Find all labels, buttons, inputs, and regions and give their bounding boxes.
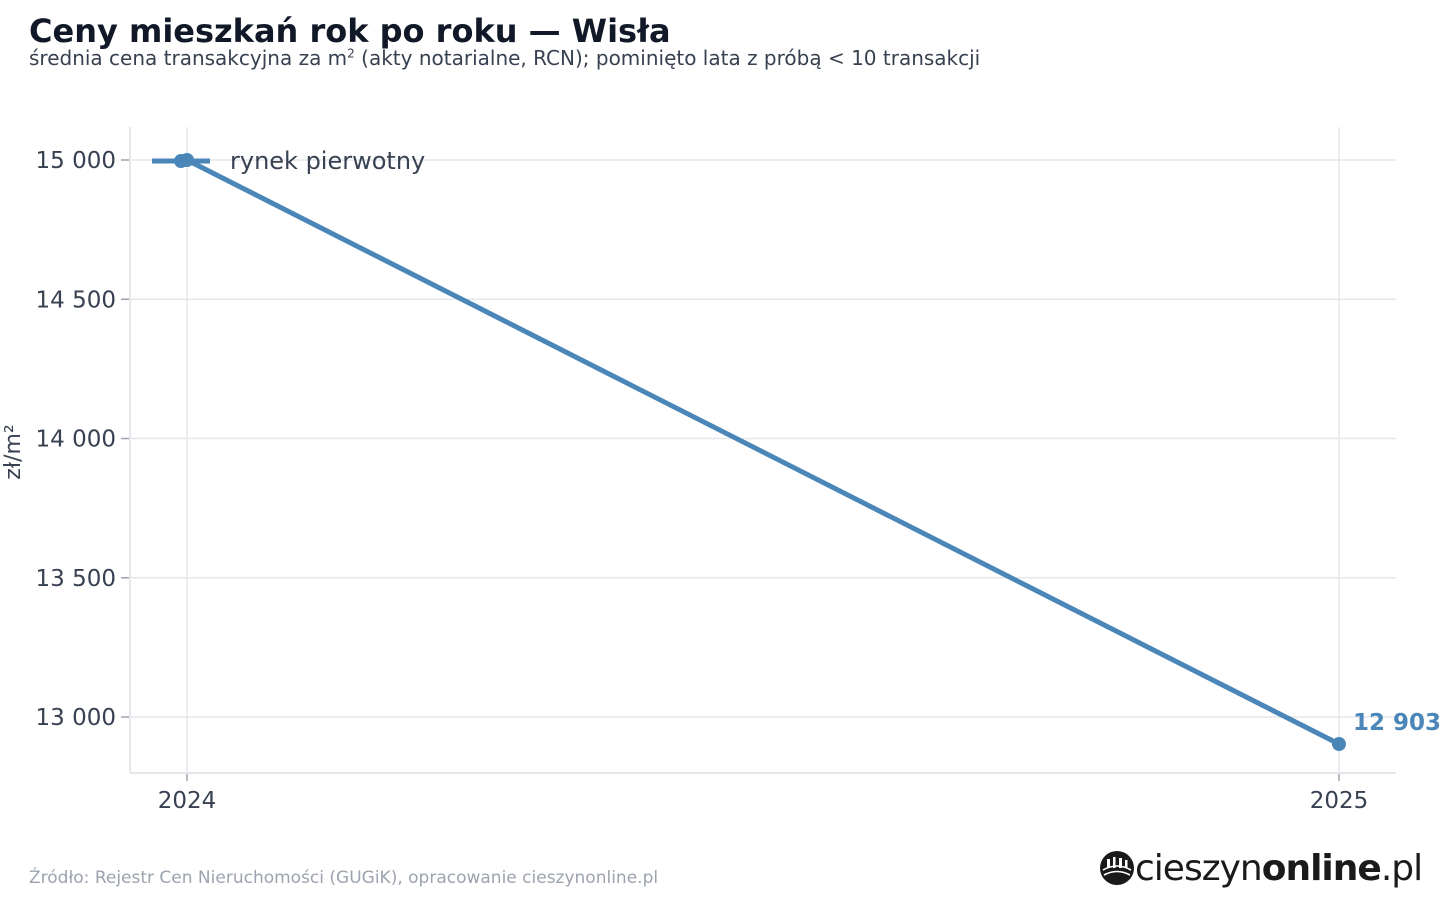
legend-label: rynek pierwotny: [230, 147, 425, 175]
end-value-label: 12 903: [1353, 710, 1440, 736]
subtitle-text: średnia cena transakcyjna za m: [29, 46, 348, 70]
source-note: Źródło: Rejestr Cen Nieruchomości (GUGiK…: [29, 868, 659, 888]
series-line: [184, 157, 1342, 747]
logo-name: cieszyn: [1135, 847, 1263, 889]
y-tick-label: 15 000: [36, 148, 116, 174]
site-logo[interactable]: cieszynonline.pl: [1099, 847, 1423, 889]
globe-emblem-icon: [1100, 851, 1134, 885]
y-tick-label: 13 000: [36, 705, 116, 731]
x-tick-label: 2025: [1310, 788, 1369, 814]
data-point: [1332, 737, 1346, 752]
legend-swatch-marker: [174, 154, 188, 168]
subtitle-superscript: 2: [347, 46, 355, 61]
y-tick-label: 14 000: [36, 427, 116, 453]
x-tick-label: 2024: [158, 788, 217, 814]
y-tick-label: 14 500: [36, 287, 116, 313]
subtitle-text-rest: (akty notarialne, RCN); pominięto lata z…: [354, 46, 981, 70]
logo-bold: online: [1261, 847, 1382, 889]
chart-title: Ceny mieszkań rok po roku — Wisła: [29, 12, 671, 50]
y-axis-label: zł/m²: [1, 424, 26, 479]
y-tick-label: 13 500: [36, 566, 116, 592]
chart-subtitle: średnia cena transakcyjna za m2 (akty no…: [29, 46, 980, 70]
logo-wordmark: cieszynonline.pl: [1135, 847, 1423, 889]
logo-tld: .pl: [1380, 847, 1423, 889]
